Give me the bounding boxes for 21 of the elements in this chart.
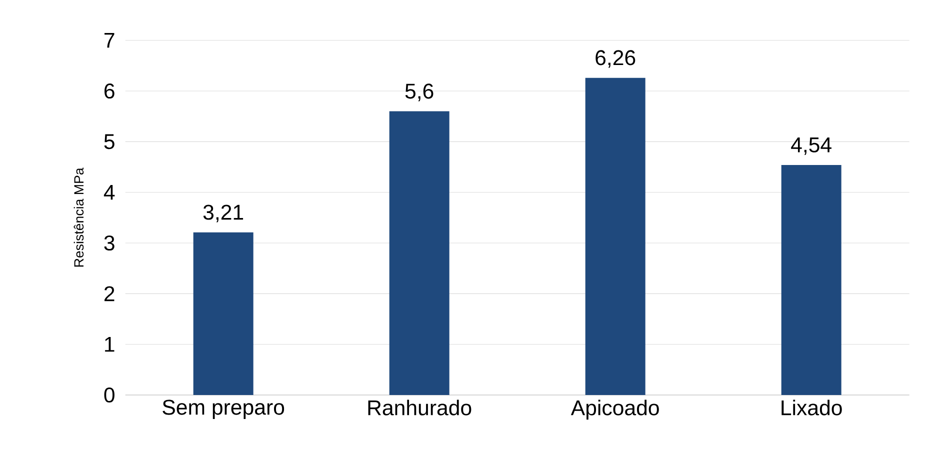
- y-tick-label: 7: [104, 33, 114, 48]
- y-tick-label: 1: [105, 336, 114, 352]
- x-tick-label: Lixado: [782, 400, 842, 416]
- y-tick-label: 3: [104, 235, 114, 251]
- data-label: 5,6: [405, 84, 434, 102]
- y-tick-label: 4: [104, 184, 115, 200]
- x-tick-label: Apicoado: [570, 400, 659, 420]
- data-label: 4,54: [791, 138, 832, 155]
- data-label: 6,26: [596, 50, 636, 68]
- bar: [781, 164, 842, 395]
- y-tick-label: 0: [104, 387, 114, 403]
- x-tick-label: Sem preparo: [162, 400, 284, 420]
- y-tick-label: 6: [104, 83, 114, 99]
- bar: [193, 232, 254, 395]
- data-label: 3,21: [203, 204, 244, 222]
- y-tick-label: 2: [104, 286, 114, 302]
- y-tick-label: 5: [104, 134, 114, 150]
- x-tick-label: Ranhurado: [368, 400, 472, 416]
- y-axis-title: Resistência MPa: [74, 168, 84, 267]
- bar: [389, 111, 450, 395]
- bar: [585, 78, 646, 395]
